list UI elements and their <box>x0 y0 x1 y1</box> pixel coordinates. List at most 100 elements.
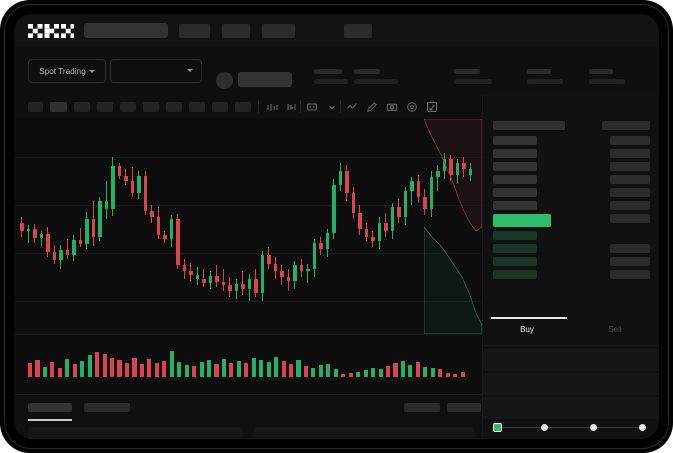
order-total-field[interactable] <box>483 397 659 420</box>
candle <box>449 119 453 334</box>
tab-buy[interactable]: Buy <box>520 325 534 334</box>
stat-last-price <box>314 69 348 84</box>
camera-icon[interactable] <box>386 101 398 113</box>
candle <box>273 119 278 334</box>
volume-bar <box>251 358 256 377</box>
pair-name-placeholder <box>238 72 292 87</box>
candle <box>208 119 213 334</box>
line-chart-icon[interactable] <box>346 101 358 113</box>
orderbook-ask-row-1[interactable] <box>483 149 659 158</box>
orderbook-list[interactable] <box>483 121 659 313</box>
bottom-action-1[interactable] <box>404 403 440 412</box>
candle <box>195 119 200 334</box>
candle <box>371 119 375 334</box>
orderbook-size <box>610 175 650 184</box>
volume-bar <box>311 368 316 377</box>
orderbook-ask-row-5[interactable] <box>483 201 659 210</box>
settings-icon[interactable] <box>406 101 418 113</box>
search-field[interactable] <box>84 23 168 38</box>
volume-bar <box>184 365 189 377</box>
price-chart[interactable] <box>14 119 482 334</box>
okx-logo-icon[interactable] <box>28 24 74 38</box>
candle <box>176 119 180 334</box>
orderbook-header[interactable] <box>483 121 659 130</box>
volume-bar <box>430 368 435 377</box>
candle <box>78 119 83 334</box>
volume-bar <box>102 354 107 377</box>
timeframe-button-10[interactable] <box>235 102 251 112</box>
volume-bar <box>35 360 40 377</box>
chevron-down-icon[interactable] <box>326 101 338 113</box>
bottom-tab-open-orders[interactable] <box>28 403 72 412</box>
orderbook-size <box>610 214 650 223</box>
slider-track <box>496 427 647 428</box>
orderbook-bid-row-2[interactable] <box>483 257 659 266</box>
volume-bar <box>229 363 234 377</box>
bottom-tab-active-indicator <box>28 419 72 421</box>
candle <box>189 119 193 334</box>
orderbook-ask-row-3[interactable] <box>483 175 659 184</box>
candle <box>468 119 473 334</box>
timeframe-button-6[interactable] <box>143 102 159 112</box>
trading-mode-selector[interactable]: Spot Trading <box>28 59 106 83</box>
timeframe-button-3[interactable] <box>74 102 90 112</box>
volume-bar <box>400 361 405 377</box>
timeframe-button-4[interactable] <box>97 102 113 112</box>
stat-change <box>354 69 398 84</box>
indicator-icon[interactable] <box>306 101 318 113</box>
orderbook-ask-row-4[interactable] <box>483 188 659 197</box>
slider-node-0[interactable] <box>493 423 502 432</box>
candlestick-chart-icon[interactable] <box>266 101 278 113</box>
candle <box>325 119 330 334</box>
percent-slider[interactable] <box>493 423 650 433</box>
orderbook-bid-row-1[interactable] <box>483 244 659 253</box>
orderbook-bid-row-0[interactable] <box>483 231 659 240</box>
pencil-icon[interactable] <box>366 101 378 113</box>
timeframe-button-8[interactable] <box>189 102 205 112</box>
volume-bar <box>139 364 144 377</box>
candle <box>390 119 395 334</box>
bottom-action-2[interactable] <box>447 403 481 412</box>
orderbook-ask-row-0[interactable] <box>483 136 659 145</box>
tab-sell[interactable]: Sell <box>608 325 622 334</box>
candle <box>384 119 388 334</box>
slider-node-1[interactable] <box>541 424 548 431</box>
timeframe-button-7[interactable] <box>166 102 182 112</box>
orderbook-last-price-row[interactable] <box>483 214 659 227</box>
volume-bar <box>177 362 182 377</box>
volume-bar <box>385 366 391 377</box>
candle <box>286 119 291 334</box>
orderbook-ask-row-2[interactable] <box>483 162 659 171</box>
candle <box>312 119 317 334</box>
candle <box>111 119 115 334</box>
orderbook-price <box>493 257 537 266</box>
order-amount-field[interactable] <box>483 373 659 396</box>
timeframe-button-2[interactable] <box>50 102 67 112</box>
orderbook-size <box>610 257 650 266</box>
nav-item-3[interactable] <box>262 24 295 38</box>
toolbar-divider <box>340 100 341 113</box>
order-price-field[interactable] <box>483 349 659 372</box>
timeframe-button-1[interactable] <box>28 102 43 112</box>
orderbook-bid-row-3[interactable] <box>483 270 659 279</box>
slider-node-2[interactable] <box>590 424 597 431</box>
nav-item-1[interactable] <box>179 24 210 38</box>
nav-item-2[interactable] <box>222 24 250 38</box>
orderbook-price <box>493 188 537 197</box>
nav-item-4[interactable] <box>344 24 372 38</box>
slider-node-3[interactable] <box>639 424 646 431</box>
volume-bar <box>289 364 294 377</box>
bar-chart-icon[interactable] <box>286 101 298 113</box>
candle <box>351 119 356 334</box>
fullscreen-icon[interactable] <box>426 101 438 113</box>
timeframe-button-5[interactable] <box>120 102 136 112</box>
volume-bar <box>303 366 309 377</box>
candle <box>202 119 206 334</box>
trading-pair-selector[interactable] <box>110 59 202 83</box>
bottom-tab-order-history[interactable] <box>84 403 130 412</box>
volume-bar <box>266 362 271 377</box>
candle <box>358 119 362 334</box>
timeframe-button-9[interactable] <box>212 102 228 112</box>
chart-gridline <box>14 205 482 206</box>
